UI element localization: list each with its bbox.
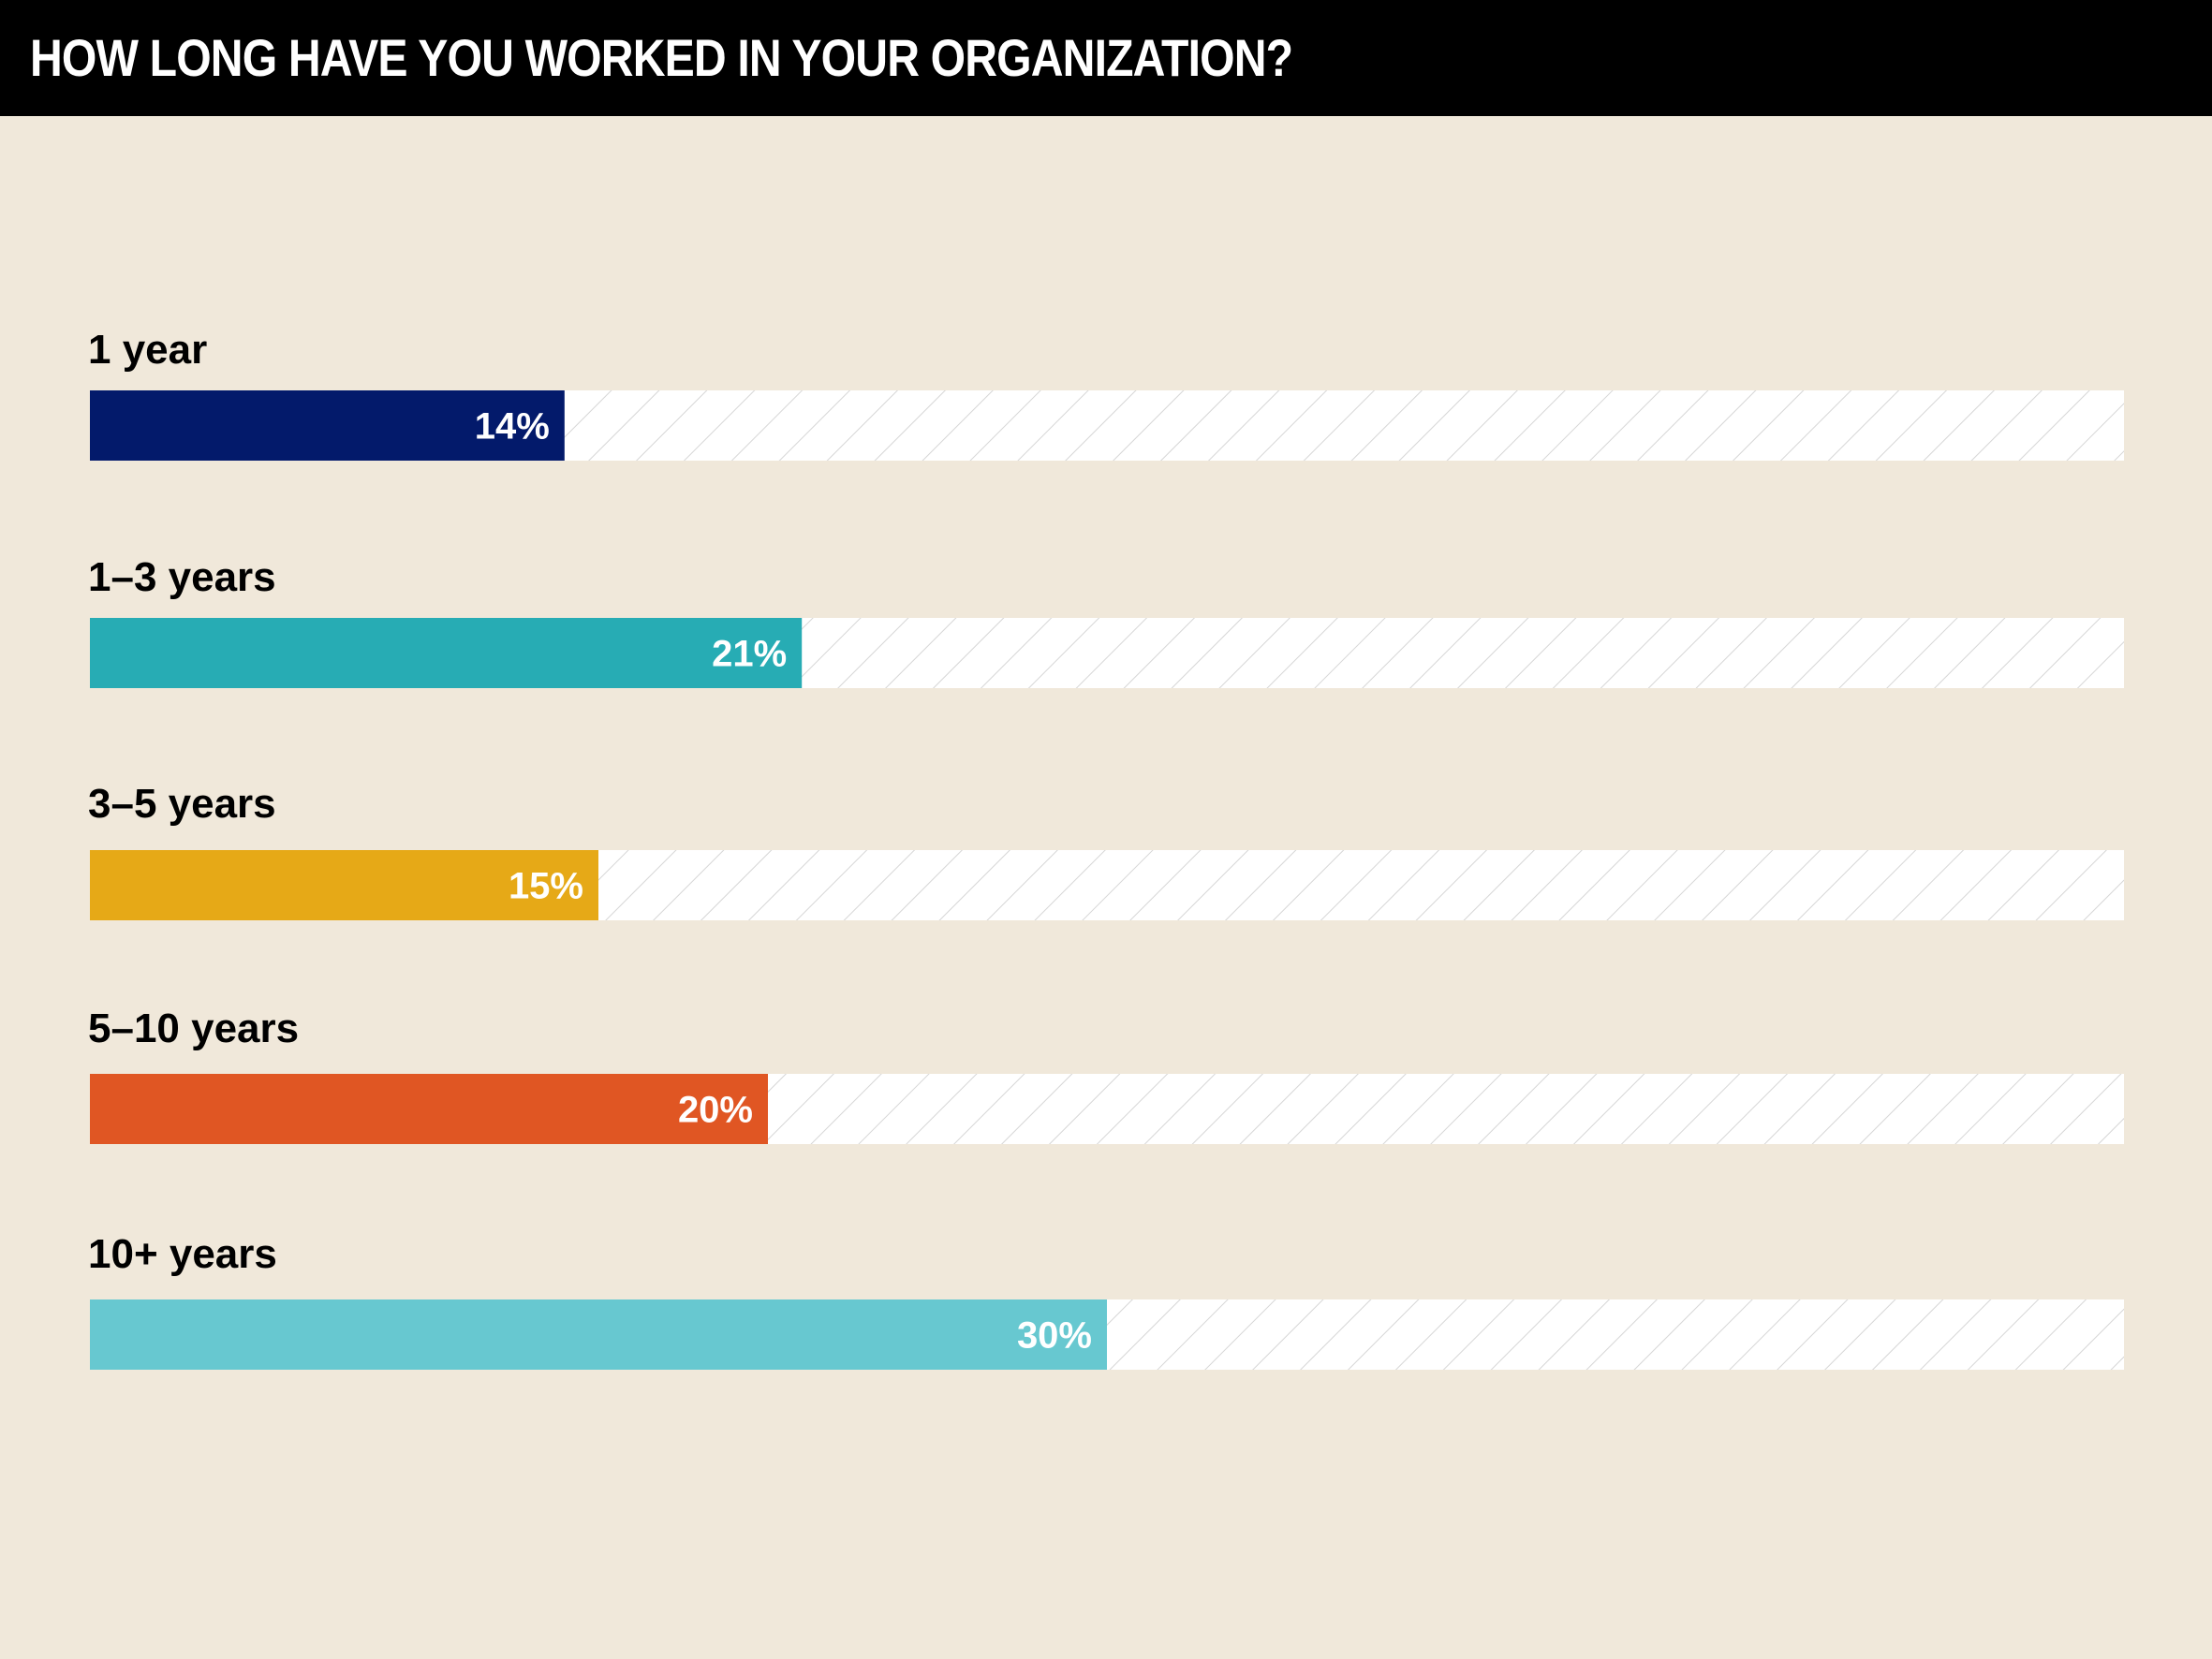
category-label: 1 year	[88, 327, 207, 373]
value-label: 30%	[1017, 1315, 1092, 1357]
bar	[90, 1074, 768, 1144]
value-label: 21%	[712, 634, 787, 675]
category-label: 1–3 years	[88, 554, 276, 600]
category-label: 5–10 years	[88, 1006, 299, 1051]
value-label: 20%	[678, 1090, 753, 1131]
category-label: 10+ years	[88, 1231, 277, 1277]
bar	[90, 390, 565, 461]
value-label: 15%	[509, 866, 583, 907]
category-label: 3–5 years	[88, 781, 276, 827]
chart-title: HOW LONG HAVE YOU WORKED IN YOUR ORGANIZ…	[30, 28, 1293, 87]
bar	[90, 618, 803, 688]
bar	[90, 1299, 1107, 1370]
value-label: 14%	[475, 406, 550, 448]
bar	[90, 850, 598, 920]
title-bar: HOW LONG HAVE YOU WORKED IN YOUR ORGANIZ…	[0, 0, 2212, 116]
